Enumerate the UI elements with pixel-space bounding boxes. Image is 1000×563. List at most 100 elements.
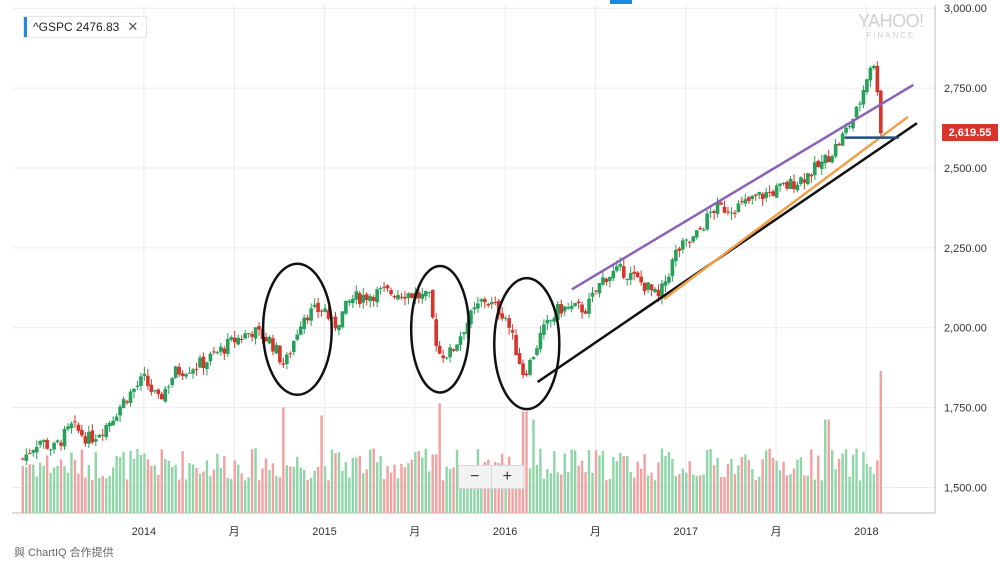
- volume-bar: [240, 473, 243, 513]
- candle-body: [771, 191, 775, 196]
- candle-body: [573, 303, 577, 307]
- volume-bar: [650, 472, 653, 513]
- volume-bar: [205, 460, 209, 513]
- candle-body: [389, 290, 393, 295]
- close-icon[interactable]: ✕: [127, 19, 139, 34]
- candle-body: [663, 281, 668, 286]
- candle-body: [229, 337, 234, 340]
- volume-bar: [278, 477, 282, 513]
- volume-bar: [365, 469, 368, 513]
- candle-body: [479, 299, 484, 302]
- candle-body: [267, 337, 272, 344]
- candle-body: [799, 177, 803, 184]
- volume-bar: [580, 460, 584, 513]
- x-tick-label: 2017: [673, 526, 697, 538]
- candle-body: [444, 357, 449, 359]
- candle-body: [80, 429, 84, 436]
- volume-bar: [758, 476, 761, 513]
- x-tick-label: 2016: [493, 526, 517, 538]
- candle-body: [500, 313, 504, 319]
- volume-bar: [466, 466, 469, 513]
- candle-body: [785, 181, 789, 189]
- volume-bar: [830, 450, 834, 513]
- candle-body: [170, 378, 175, 386]
- volume-bar: [570, 449, 573, 513]
- volume-bar: [626, 455, 629, 513]
- volume-bar: [504, 474, 507, 513]
- candle-body: [674, 249, 678, 262]
- candle-body: [868, 67, 873, 81]
- candle-body: [858, 103, 862, 105]
- volume-bar: [768, 448, 771, 513]
- volume-bar: [511, 474, 514, 513]
- candle-body: [646, 282, 650, 290]
- candle-body: [361, 294, 366, 303]
- volume-bar: [608, 478, 612, 513]
- volume-bar: [841, 453, 844, 513]
- volume-bar: [535, 465, 539, 513]
- candle-body: [521, 363, 525, 376]
- candle-body: [382, 286, 386, 288]
- candle-body: [406, 293, 411, 298]
- volume-bar: [337, 452, 341, 513]
- volume-bar: [421, 457, 424, 513]
- zoom-out-button[interactable]: −: [459, 466, 491, 488]
- candle-body: [135, 385, 140, 387]
- candle-body: [604, 278, 609, 283]
- candle-body: [764, 192, 768, 198]
- candle-body: [656, 290, 661, 297]
- candle-body: [649, 284, 654, 291]
- candle-body: [24, 454, 29, 461]
- candle-body: [451, 349, 456, 351]
- candle-body: [580, 304, 584, 313]
- candle-body: [76, 424, 81, 431]
- candle-body: [344, 300, 348, 314]
- y-axis: 3,000.00 2,750.00 2,500.00 2,250.00 2,000.00…: [944, 3, 987, 494]
- volume-bar: [63, 466, 66, 513]
- volume-bar: [837, 458, 841, 513]
- volume-bar: [80, 449, 84, 513]
- volume-bar: [556, 472, 559, 513]
- volume-bar: [817, 455, 820, 513]
- x-tick-label: 2014: [132, 526, 156, 538]
- candle-body: [545, 319, 550, 324]
- candle-body: [69, 423, 74, 429]
- volume-bar: [334, 453, 337, 513]
- volume-bar: [407, 463, 410, 513]
- candle-body: [55, 440, 60, 443]
- volume-bar: [632, 477, 636, 513]
- candle-body: [173, 366, 178, 378]
- volume-bar: [688, 461, 691, 513]
- candle-body: [618, 263, 623, 267]
- volume-bar: [803, 475, 806, 513]
- volume-bar: [115, 455, 118, 513]
- volume-bar: [528, 468, 532, 513]
- volume-bar: [792, 468, 796, 513]
- candle-body: [670, 259, 675, 277]
- candle-body: [132, 388, 136, 392]
- volume-bar: [660, 448, 664, 513]
- volume-bar: [698, 475, 702, 513]
- volume-bar: [122, 451, 125, 513]
- volume-bar: [681, 468, 685, 513]
- y-tick-label: 2,500.00: [944, 163, 987, 175]
- zoom-in-button[interactable]: +: [490, 466, 524, 488]
- y-tick-label: 2,750.00: [944, 83, 987, 95]
- volume-bar: [764, 450, 768, 513]
- candle-body: [163, 388, 168, 402]
- candle-body: [417, 292, 421, 299]
- volume-bar: [584, 472, 587, 513]
- candle-body: [427, 291, 432, 293]
- candle-body: [187, 372, 192, 374]
- candle-body: [38, 441, 43, 445]
- volume-bar: [674, 476, 678, 513]
- volume-bar: [441, 480, 445, 513]
- candle-body: [840, 133, 845, 146]
- volume-bar: [692, 474, 695, 513]
- candle-body: [87, 431, 91, 444]
- volume-bar: [188, 463, 191, 513]
- volume-bar: [865, 463, 869, 513]
- volume-bar: [292, 466, 295, 513]
- ticker-chip[interactable]: ^GSPC 2476.83 ✕: [24, 17, 147, 37]
- volume-bar: [368, 449, 372, 513]
